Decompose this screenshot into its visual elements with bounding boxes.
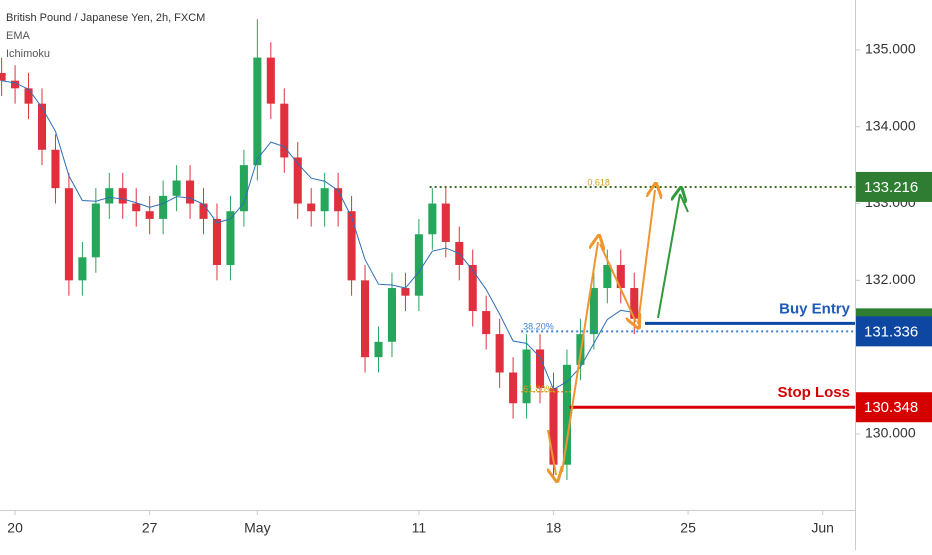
candle-body (280, 103, 289, 158)
x-tick-label: May (244, 520, 270, 536)
candle-body (78, 257, 87, 281)
candle-body (132, 203, 141, 212)
candle-body (266, 57, 275, 104)
candle-body (535, 349, 545, 388)
candle-body (293, 157, 302, 204)
x-tick-label: 18 (546, 520, 562, 536)
level-note: 38.20% (523, 322, 554, 332)
candle-body (91, 203, 100, 258)
x-tick-label: 25 (680, 520, 696, 536)
y-tick-label: 130.000 (865, 425, 916, 441)
x-tick-label: 11 (412, 520, 427, 536)
candle-body (64, 188, 73, 281)
arrow (599, 243, 636, 322)
arrow (637, 190, 655, 325)
candle-body (334, 188, 343, 212)
arrow (679, 193, 689, 213)
candle-body (347, 211, 356, 281)
price-box-label: 131.336 (864, 323, 918, 340)
candle-body (441, 203, 450, 242)
candle-body (428, 203, 437, 235)
candle-body (361, 280, 370, 358)
arrow (548, 429, 556, 475)
candle-body (482, 311, 491, 335)
price-box (856, 171, 932, 202)
price-box (856, 316, 932, 347)
candle-body (11, 80, 20, 89)
level-note: Buy Entry (779, 300, 851, 317)
indicator-label: EMA (6, 30, 31, 42)
candle-body (118, 188, 127, 204)
candle-body (159, 195, 168, 219)
indicator-label: Ichimoku (6, 48, 50, 60)
candle-body (522, 349, 531, 404)
price-box (856, 392, 932, 423)
candle-body (239, 165, 248, 212)
candle-body (562, 364, 571, 465)
candle-body (307, 203, 316, 212)
candle-body (105, 188, 114, 204)
y-tick-label: 134.000 (865, 117, 916, 133)
grid: 20 27 May 11 18 25 Jun (7, 49, 860, 536)
price-box-label: 133.216 (864, 179, 918, 196)
candle-body (387, 288, 397, 342)
candle-body (226, 211, 235, 265)
x-tick-label: 27 (142, 520, 158, 536)
y-tick-label: 132.000 (865, 271, 916, 287)
candle-body (401, 288, 410, 296)
fib-label: 61.80% (523, 384, 554, 394)
level-note: 0.618 (587, 177, 610, 187)
candle-body (509, 372, 518, 404)
candle-body (549, 387, 558, 465)
y-tick-label: 135.000 (865, 41, 916, 57)
candle-body (186, 180, 195, 204)
x-tick-label: 20 (7, 520, 23, 536)
candle-body (468, 264, 477, 312)
plot: 61.80% 0.618 Buy Entry 38.20% Stop Loss (0, 19, 855, 481)
candle-body (589, 288, 598, 335)
candle-body (145, 211, 154, 219)
candle-body (212, 218, 222, 265)
candle-body (24, 88, 33, 104)
arrow (561, 242, 598, 473)
price-box-label: 130.348 (864, 399, 918, 416)
candle-body (374, 341, 383, 358)
arrows (548, 190, 689, 475)
candle-body (414, 234, 423, 296)
candle-body (630, 288, 639, 319)
candle-body (253, 57, 262, 166)
candle-body (0, 72, 6, 81)
level-note: Stop Loss (777, 384, 850, 401)
price-labels: 130.000132.000133.000134.000135.000133.2… (856, 41, 932, 441)
x-tick-label: Jun (811, 520, 834, 536)
chart-title: British Pound / Japanese Yen, 2h, FXCM (6, 12, 205, 24)
candle-body (603, 264, 612, 289)
arrow (657, 194, 680, 319)
candle-body (616, 264, 625, 289)
candle-body (199, 203, 208, 219)
candle-body (495, 334, 504, 373)
ema-line (1, 80, 635, 391)
candle-body (51, 149, 60, 189)
candle-body (37, 103, 47, 150)
candle-body (172, 180, 181, 196)
candle-body (320, 188, 329, 212)
